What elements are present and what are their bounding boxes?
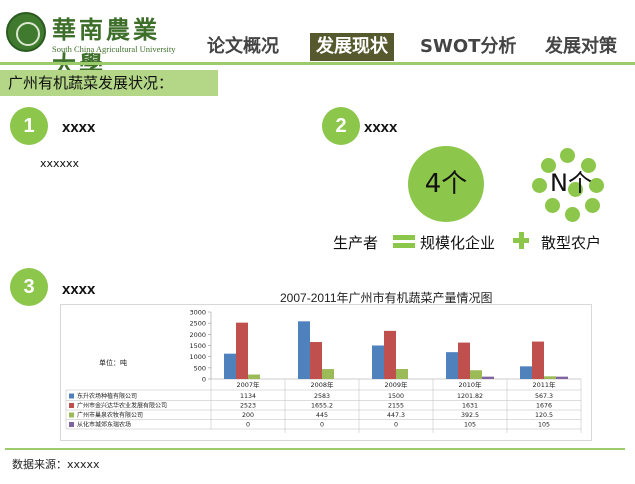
chart-bar: [322, 369, 334, 379]
y-tick-label: 500: [194, 364, 206, 372]
header-divider: [0, 62, 635, 65]
chart-bar: [520, 366, 532, 379]
section-title-bar: [0, 70, 218, 96]
table-cell: 200: [242, 412, 254, 419]
chart-bar: [236, 322, 248, 379]
legend-swatch: [69, 393, 74, 399]
legend-series-name: 广州市巢泉农牧有限公司: [77, 411, 143, 419]
footer-divider: [5, 448, 625, 450]
table-cell: 0: [394, 422, 398, 429]
legend-swatch: [69, 412, 74, 418]
table-cell: 567.3: [535, 393, 553, 400]
table-cell: 447.3: [387, 412, 405, 419]
item-1-title: xxxx: [62, 119, 96, 136]
farmer-dot: [589, 178, 604, 193]
producer-label: 生产者: [333, 234, 379, 252]
y-tick-label: 3000: [189, 309, 206, 317]
tab-development-status[interactable]: 发展现状: [310, 33, 394, 61]
chart-bar: [248, 374, 260, 379]
x-tick-label: 2010年: [458, 380, 482, 389]
farmer-dot: [568, 182, 583, 197]
chart-bar: [446, 352, 458, 379]
tab-swot-analysis[interactable]: SWOT分析: [420, 36, 517, 57]
table-cell: 0: [246, 422, 250, 429]
chart-bar: [384, 330, 396, 379]
chart-bar: [532, 341, 544, 379]
table-cell: 2583: [314, 393, 330, 400]
farmer-dot: [565, 207, 580, 222]
table-cell: 1631: [462, 403, 478, 410]
farmer-dot: [545, 198, 560, 213]
table-cell: 1655.2: [311, 403, 333, 410]
chart-bar: [458, 342, 470, 379]
table-cell: 392.5: [461, 412, 479, 419]
tab-paper-overview[interactable]: 论文概况: [207, 36, 279, 57]
table-cell: 2155: [388, 403, 404, 410]
table-cell: 105: [464, 422, 476, 429]
legend-swatch: [69, 422, 74, 427]
x-tick-label: 2009年: [384, 380, 408, 389]
y-tick-label: 2500: [189, 320, 206, 328]
logo-english-name: South China Agricultural University: [52, 44, 176, 54]
table-cell: 2523: [240, 403, 256, 410]
table-cell: 120.5: [535, 412, 553, 419]
legend-enterprise: 规模化企业: [420, 234, 496, 252]
chart-bar: [372, 345, 384, 379]
item-2-title: xxxx: [364, 119, 398, 136]
farmer-dot: [541, 158, 556, 173]
x-tick-label: 2008年: [310, 380, 334, 389]
legend-series-name: 东升农场种植有限公司: [77, 392, 137, 400]
item-1-body: xxxxxx: [40, 157, 80, 170]
table-cell: 0: [320, 422, 324, 429]
x-tick-label: 2011年: [532, 380, 556, 389]
farmer-dot: [560, 148, 575, 163]
legend-series-name: 从化市城郊东瑞农场: [77, 421, 131, 429]
section-title: 广州有机蔬菜发展状况：: [8, 74, 174, 92]
enterprise-count-circle: 4个: [408, 146, 484, 222]
y-tick-label: 0: [202, 376, 206, 384]
chart-bar: [544, 376, 556, 379]
chart-frame: 0 500 1000 1500 2000 2500 3000 单位：吨 2007年 2008年 20…: [60, 304, 592, 441]
farmer-dot: [581, 158, 596, 173]
legend-farmers: 散型农户: [541, 234, 602, 252]
farmer-count-label: N个: [550, 169, 592, 197]
farmer-dot: [585, 198, 600, 213]
chart-bar: [482, 376, 494, 379]
x-tick-label: 2007年: [236, 380, 260, 389]
table-cell: 1676: [536, 403, 552, 410]
chart-bar: [470, 370, 482, 379]
item-3-number: 3: [10, 268, 48, 306]
chart-title: 2007-2011年广州市有机蔬菜产量情况图: [280, 291, 493, 305]
farmer-dot: [532, 178, 547, 193]
table-cell: 1134: [240, 393, 256, 400]
chart-bar: [224, 353, 236, 379]
table-cell: 105: [538, 422, 550, 429]
legend-series-name: 广州市金兴达华农业发展有限公司: [77, 402, 167, 410]
item-1-number: 1: [10, 107, 48, 145]
tab-development-strategy[interactable]: 发展对策: [545, 36, 617, 57]
legend-swatch: [69, 403, 74, 408]
y-unit-label: 单位：吨: [99, 358, 127, 367]
item-3-title: xxxx: [62, 281, 96, 298]
item-2-number: 2: [322, 107, 360, 145]
table-cell: 445: [316, 412, 328, 419]
y-tick-label: 1000: [189, 353, 206, 361]
chart-bar: [556, 376, 568, 379]
table-cell: 1500: [388, 393, 404, 400]
y-tick-label: 1500: [189, 342, 206, 350]
chart-bar: [298, 321, 310, 379]
table-cell: 1201.82: [457, 393, 483, 400]
y-tick-label: 2000: [189, 331, 206, 339]
chart-bar: [310, 342, 322, 379]
data-source: 数据来源：xxxxx: [12, 458, 100, 471]
university-seal-icon: [6, 12, 46, 52]
university-logo: 華南農業大學 South China Agricultural Universi…: [2, 8, 182, 79]
chart-bar: [396, 369, 408, 379]
